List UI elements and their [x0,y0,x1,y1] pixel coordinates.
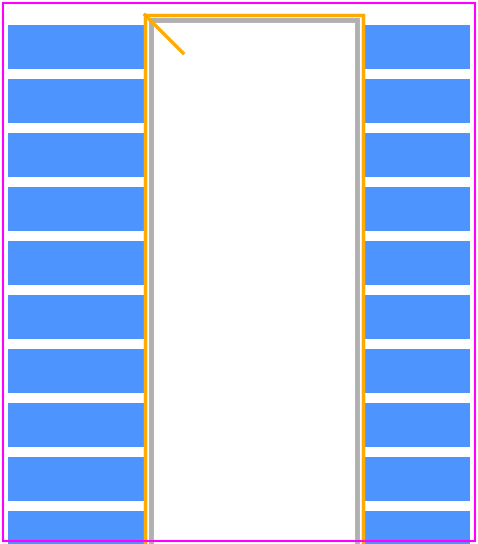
Text: 8: 8 [72,418,80,432]
Bar [364,133,470,177]
Bar [8,349,144,393]
Bar [8,79,144,123]
Bar [8,25,144,69]
Bar [8,403,144,447]
Bar [364,295,470,339]
Text: 2: 2 [72,94,80,108]
Text: 3: 3 [72,148,80,162]
Bar [364,241,470,285]
Bar [8,187,144,231]
Text: 12: 12 [408,472,426,486]
Text: 5: 5 [72,256,80,270]
Bar [8,133,144,177]
Bar [364,187,470,231]
Text: 20: 20 [408,40,426,54]
Text: 11: 11 [408,526,426,540]
Text: 18: 18 [408,148,426,162]
Bar [8,295,144,339]
Text: 6: 6 [72,310,80,324]
Bar [364,511,470,544]
Text: 4: 4 [72,202,80,216]
Text: 17: 17 [408,202,426,216]
Bar [364,79,470,123]
Text: 14: 14 [408,364,426,378]
Text: 9: 9 [72,472,80,486]
Text: 7: 7 [72,364,80,378]
Text: 1: 1 [72,40,80,54]
Bar [8,511,144,544]
Text: 10: 10 [67,526,85,540]
Text: 16: 16 [408,256,426,270]
Bar [8,241,144,285]
Bar [364,403,470,447]
Bar [364,25,470,69]
Text: 15: 15 [408,310,426,324]
Text: 19: 19 [408,94,426,108]
Bar [364,349,470,393]
Bar [151,20,357,544]
Bar [145,15,363,544]
Bar [364,457,470,501]
Bar [8,457,144,501]
Text: 13: 13 [408,418,426,432]
